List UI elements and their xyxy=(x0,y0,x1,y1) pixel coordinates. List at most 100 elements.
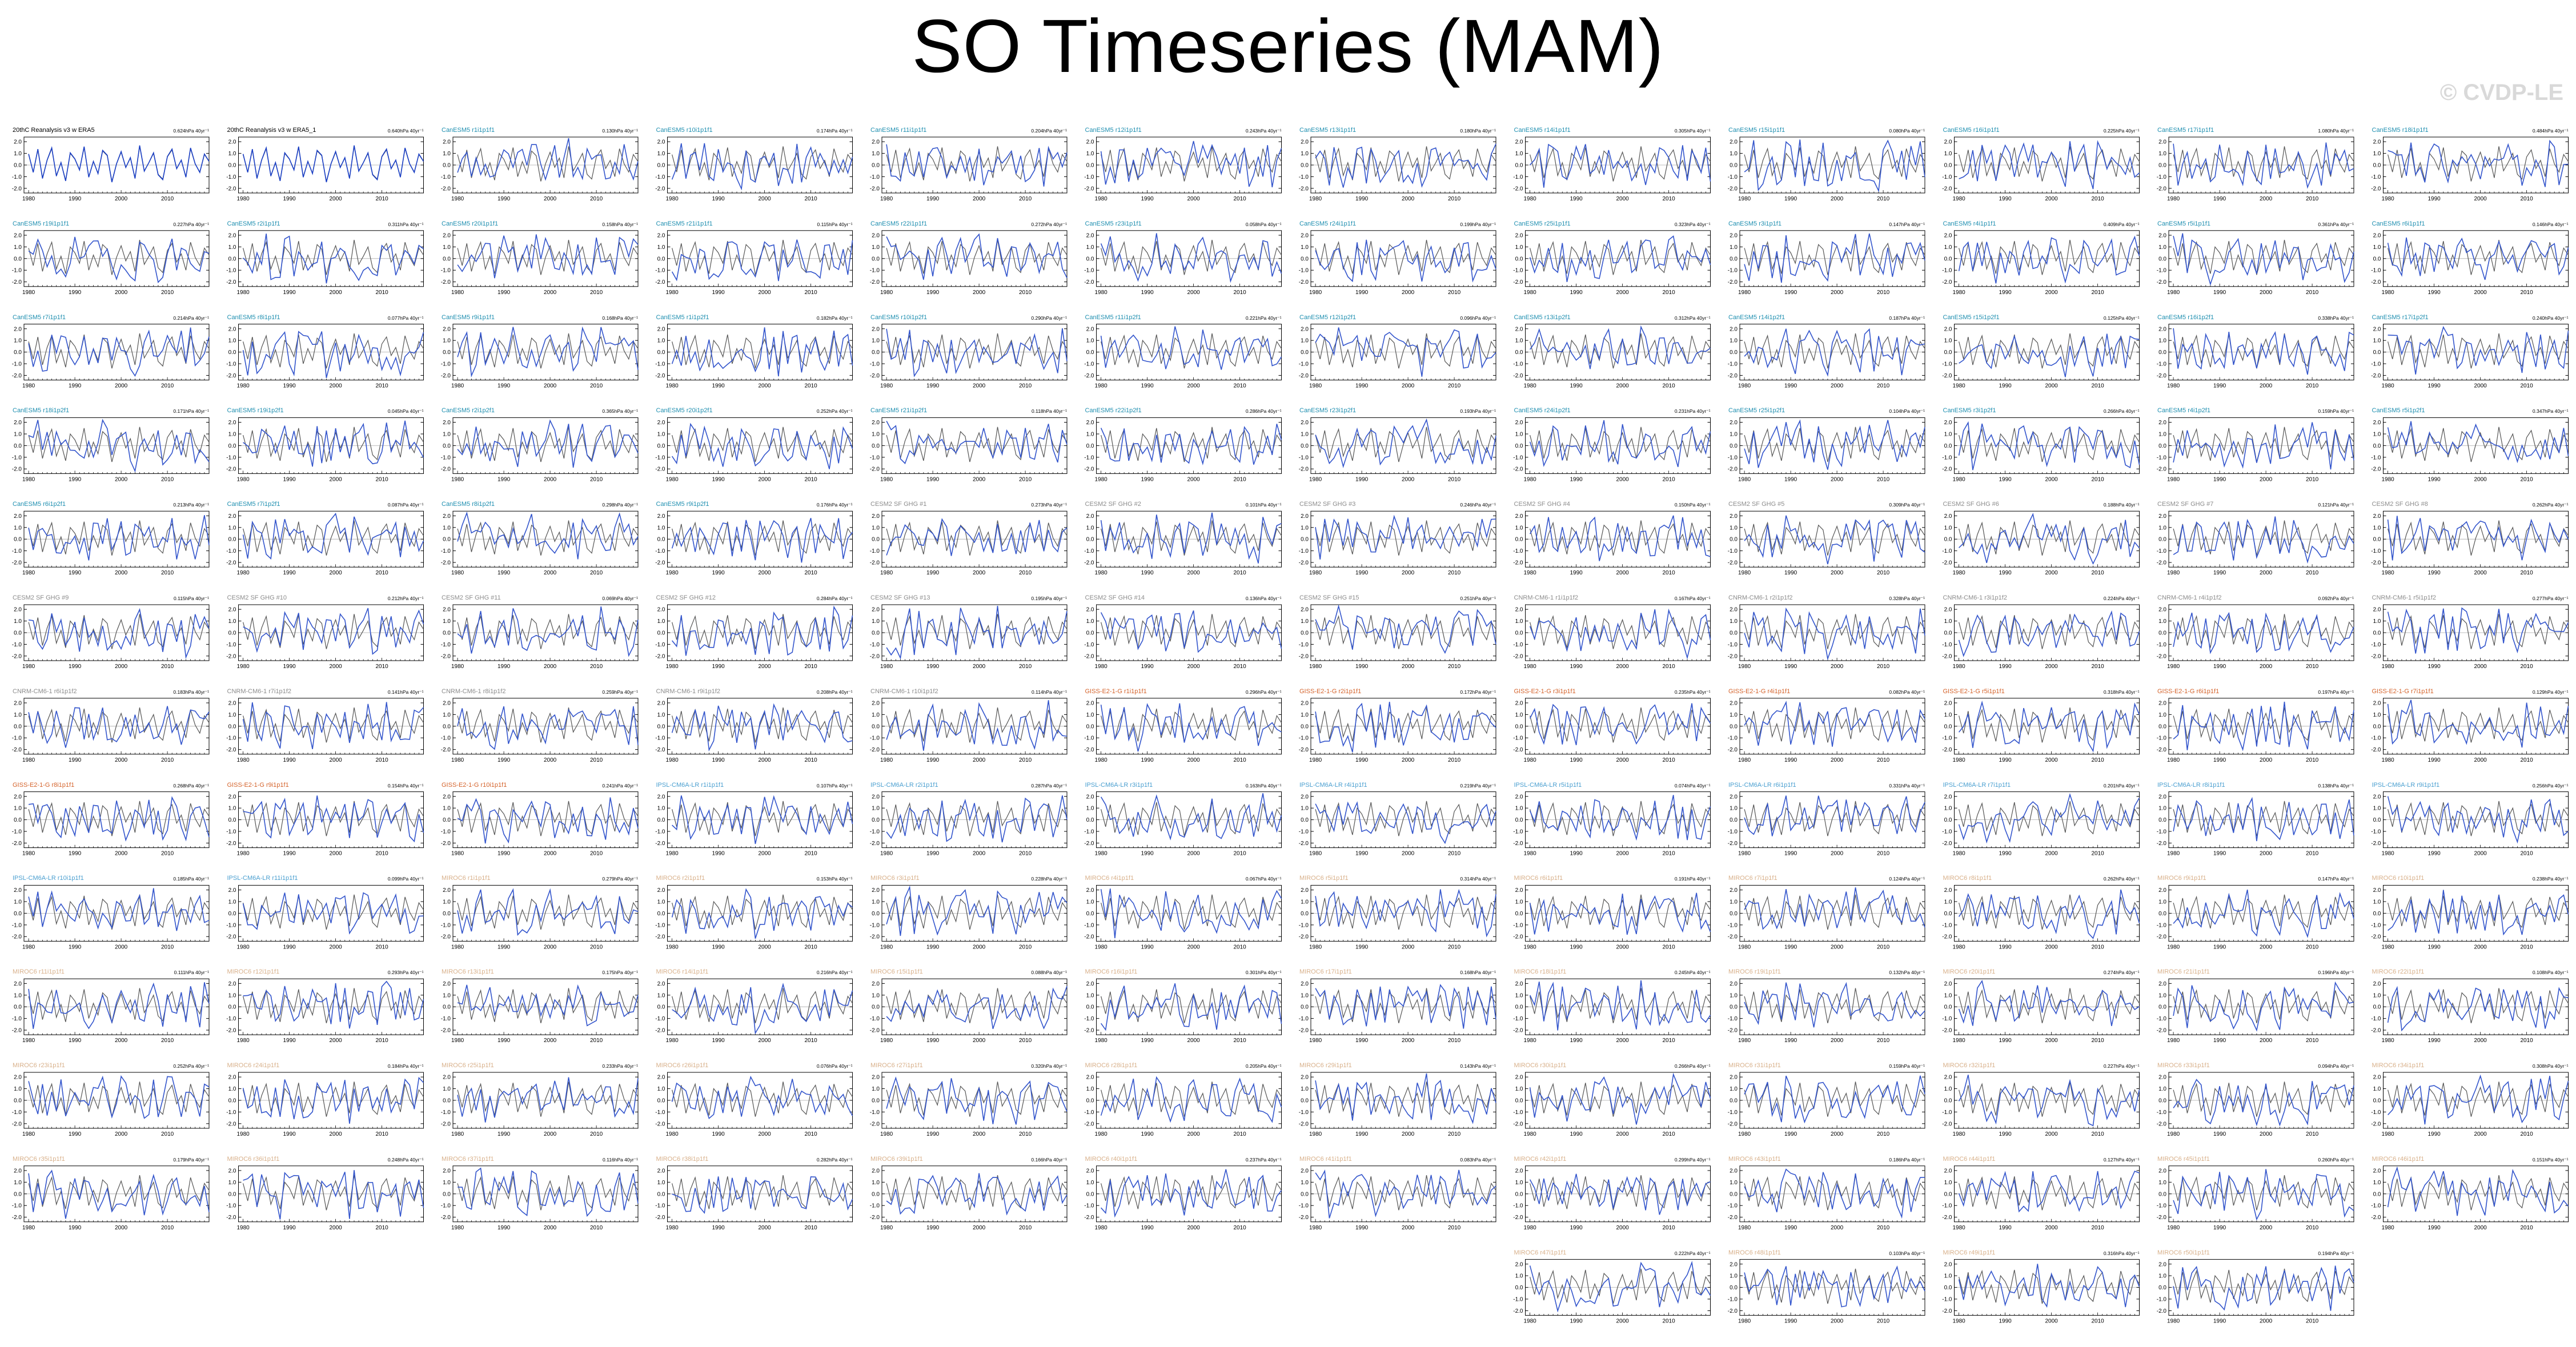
x-tick-label: 2010 xyxy=(2091,476,2104,482)
y-tick-label: 1.0 xyxy=(872,244,880,251)
x-tick-label: 2000 xyxy=(1187,289,1200,296)
x-tick-label: 2010 xyxy=(375,196,388,202)
x-tick-label: 1980 xyxy=(1952,196,1965,202)
obs-series-line xyxy=(1315,146,1496,181)
y-tick-label: 0.0 xyxy=(2373,256,2381,262)
y-tick-label: -2.0 xyxy=(655,373,665,379)
y-tick-label: -2.0 xyxy=(1942,373,1952,379)
obs-series-line xyxy=(1959,521,2140,556)
x-tick-label: 1980 xyxy=(1309,664,1322,670)
model-series-line xyxy=(672,424,853,469)
y-tick-label: 2.0 xyxy=(1301,420,1309,426)
x-tick-label: 2000 xyxy=(2045,664,2058,670)
y-tick-label: 2.0 xyxy=(657,326,665,332)
x-tick-label: 2000 xyxy=(973,196,986,202)
y-tick-label: 2.0 xyxy=(1086,420,1094,426)
y-tick-label: 2.0 xyxy=(1301,139,1309,146)
x-tick-label: 2010 xyxy=(2520,570,2533,576)
y-tick-label: -2.0 xyxy=(870,373,880,379)
model-series-line xyxy=(886,700,1067,751)
y-tick-label: 1.0 xyxy=(1086,618,1094,625)
y-tick-label: -2.0 xyxy=(2157,373,2167,379)
x-tick-label: 2010 xyxy=(161,757,174,763)
x-tick-label: 2010 xyxy=(2306,570,2319,576)
y-tick-label: -2.0 xyxy=(1513,186,1523,192)
x-tick-label: 1980 xyxy=(451,664,464,670)
obs-series-line xyxy=(1744,146,1925,181)
x-tick-label: 1980 xyxy=(665,757,679,763)
x-tick-label: 1980 xyxy=(1952,383,1965,389)
x-tick-label: 1990 xyxy=(926,570,940,576)
x-tick-label: 2000 xyxy=(2045,289,2058,296)
x-tick-label: 2000 xyxy=(1402,476,1415,482)
y-tick-label: 2.0 xyxy=(228,420,236,426)
y-tick-label: 0.0 xyxy=(1730,443,1738,449)
x-tick-label: 1980 xyxy=(880,664,893,670)
y-tick-label: 2.0 xyxy=(657,607,665,613)
x-tick-label: 1990 xyxy=(69,570,82,576)
y-tick-label: -2.0 xyxy=(12,747,22,753)
x-tick-label: 2000 xyxy=(2260,196,2273,202)
x-tick-label: 2000 xyxy=(1831,476,1844,482)
x-tick-label: 2000 xyxy=(2474,196,2487,202)
x-tick-label: 1980 xyxy=(2381,476,2394,482)
y-tick-label: 0.0 xyxy=(1086,723,1094,730)
y-tick-label: 0.0 xyxy=(1515,349,1523,356)
x-tick-label: 1990 xyxy=(712,196,725,202)
model-series-line xyxy=(1744,609,1925,659)
y-tick-label: 0.0 xyxy=(872,349,880,356)
y-tick-label: -1.0 xyxy=(441,361,451,368)
x-tick-label: 2000 xyxy=(758,757,771,763)
y-tick-label: -1.0 xyxy=(1513,361,1523,368)
y-tick-label: -2.0 xyxy=(2371,279,2381,286)
x-tick-label: 2000 xyxy=(544,664,557,670)
x-tick-label: 2000 xyxy=(1187,476,1200,482)
x-tick-label: 1990 xyxy=(1570,383,1583,389)
y-tick-label: 0.0 xyxy=(443,630,451,637)
model-series-line xyxy=(672,518,853,562)
y-tick-label: -2.0 xyxy=(1084,186,1094,192)
x-tick-label: 2010 xyxy=(1019,757,1032,763)
x-tick-label: 1980 xyxy=(2381,383,2394,389)
x-tick-label: 1980 xyxy=(451,570,464,576)
x-tick-label: 1990 xyxy=(1784,476,1797,482)
x-tick-label: 2000 xyxy=(329,757,342,763)
model-series-line xyxy=(672,705,853,750)
y-tick-label: -1.0 xyxy=(1299,642,1309,648)
x-tick-label: 1980 xyxy=(22,289,35,296)
y-tick-label: 1.0 xyxy=(1730,338,1738,344)
x-tick-label: 2010 xyxy=(2520,664,2533,670)
model-series-line xyxy=(29,237,209,282)
x-tick-label: 2000 xyxy=(2260,476,2273,482)
x-tick-label: 1990 xyxy=(283,664,296,670)
y-tick-label: 0.0 xyxy=(1515,537,1523,543)
y-tick-label: 0.0 xyxy=(872,163,880,169)
x-tick-label: 1980 xyxy=(880,289,893,296)
y-tick-label: 0.0 xyxy=(1944,443,1952,449)
y-tick-label: 2.0 xyxy=(1301,326,1309,332)
y-tick-label: -1.0 xyxy=(1084,268,1094,274)
y-tick-label: -2.0 xyxy=(441,186,451,192)
x-tick-label: 1990 xyxy=(69,757,82,763)
y-tick-label: 1.0 xyxy=(1301,244,1309,251)
x-tick-label: 1980 xyxy=(665,476,679,482)
x-tick-label: 2010 xyxy=(2306,383,2319,389)
x-tick-label: 2010 xyxy=(590,570,603,576)
y-tick-label: 2.0 xyxy=(872,232,880,239)
y-tick-label: 2.0 xyxy=(2373,232,2381,239)
y-tick-label: 1.0 xyxy=(1301,151,1309,157)
y-tick-label: 2.0 xyxy=(872,326,880,332)
x-tick-label: 2010 xyxy=(804,383,817,389)
